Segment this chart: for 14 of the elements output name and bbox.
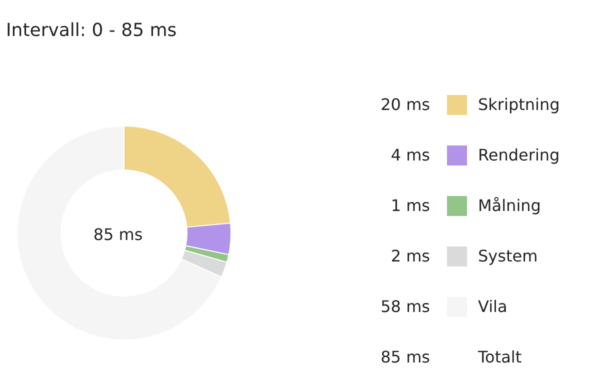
- data-label: 2 ms: [390, 246, 430, 266]
- legend-label: System: [478, 246, 538, 266]
- data-label: 4 ms: [390, 146, 430, 164]
- chart-title: Intervall: 0 - 85 ms: [6, 20, 177, 41]
- legend-label: Skriptning: [478, 95, 560, 114]
- legend-label: Målning: [478, 196, 541, 215]
- text: 85 ms: [93, 225, 143, 244]
- text: Totalt: [477, 348, 522, 366]
- text: 85 ms: [380, 348, 430, 366]
- data-label: 20 ms: [380, 95, 430, 114]
- legend-label: Vila: [478, 297, 508, 316]
- data-label: 58 ms: [380, 297, 430, 316]
- data-label: 1 ms: [390, 196, 430, 215]
- legend-label: Rendering: [478, 146, 560, 164]
